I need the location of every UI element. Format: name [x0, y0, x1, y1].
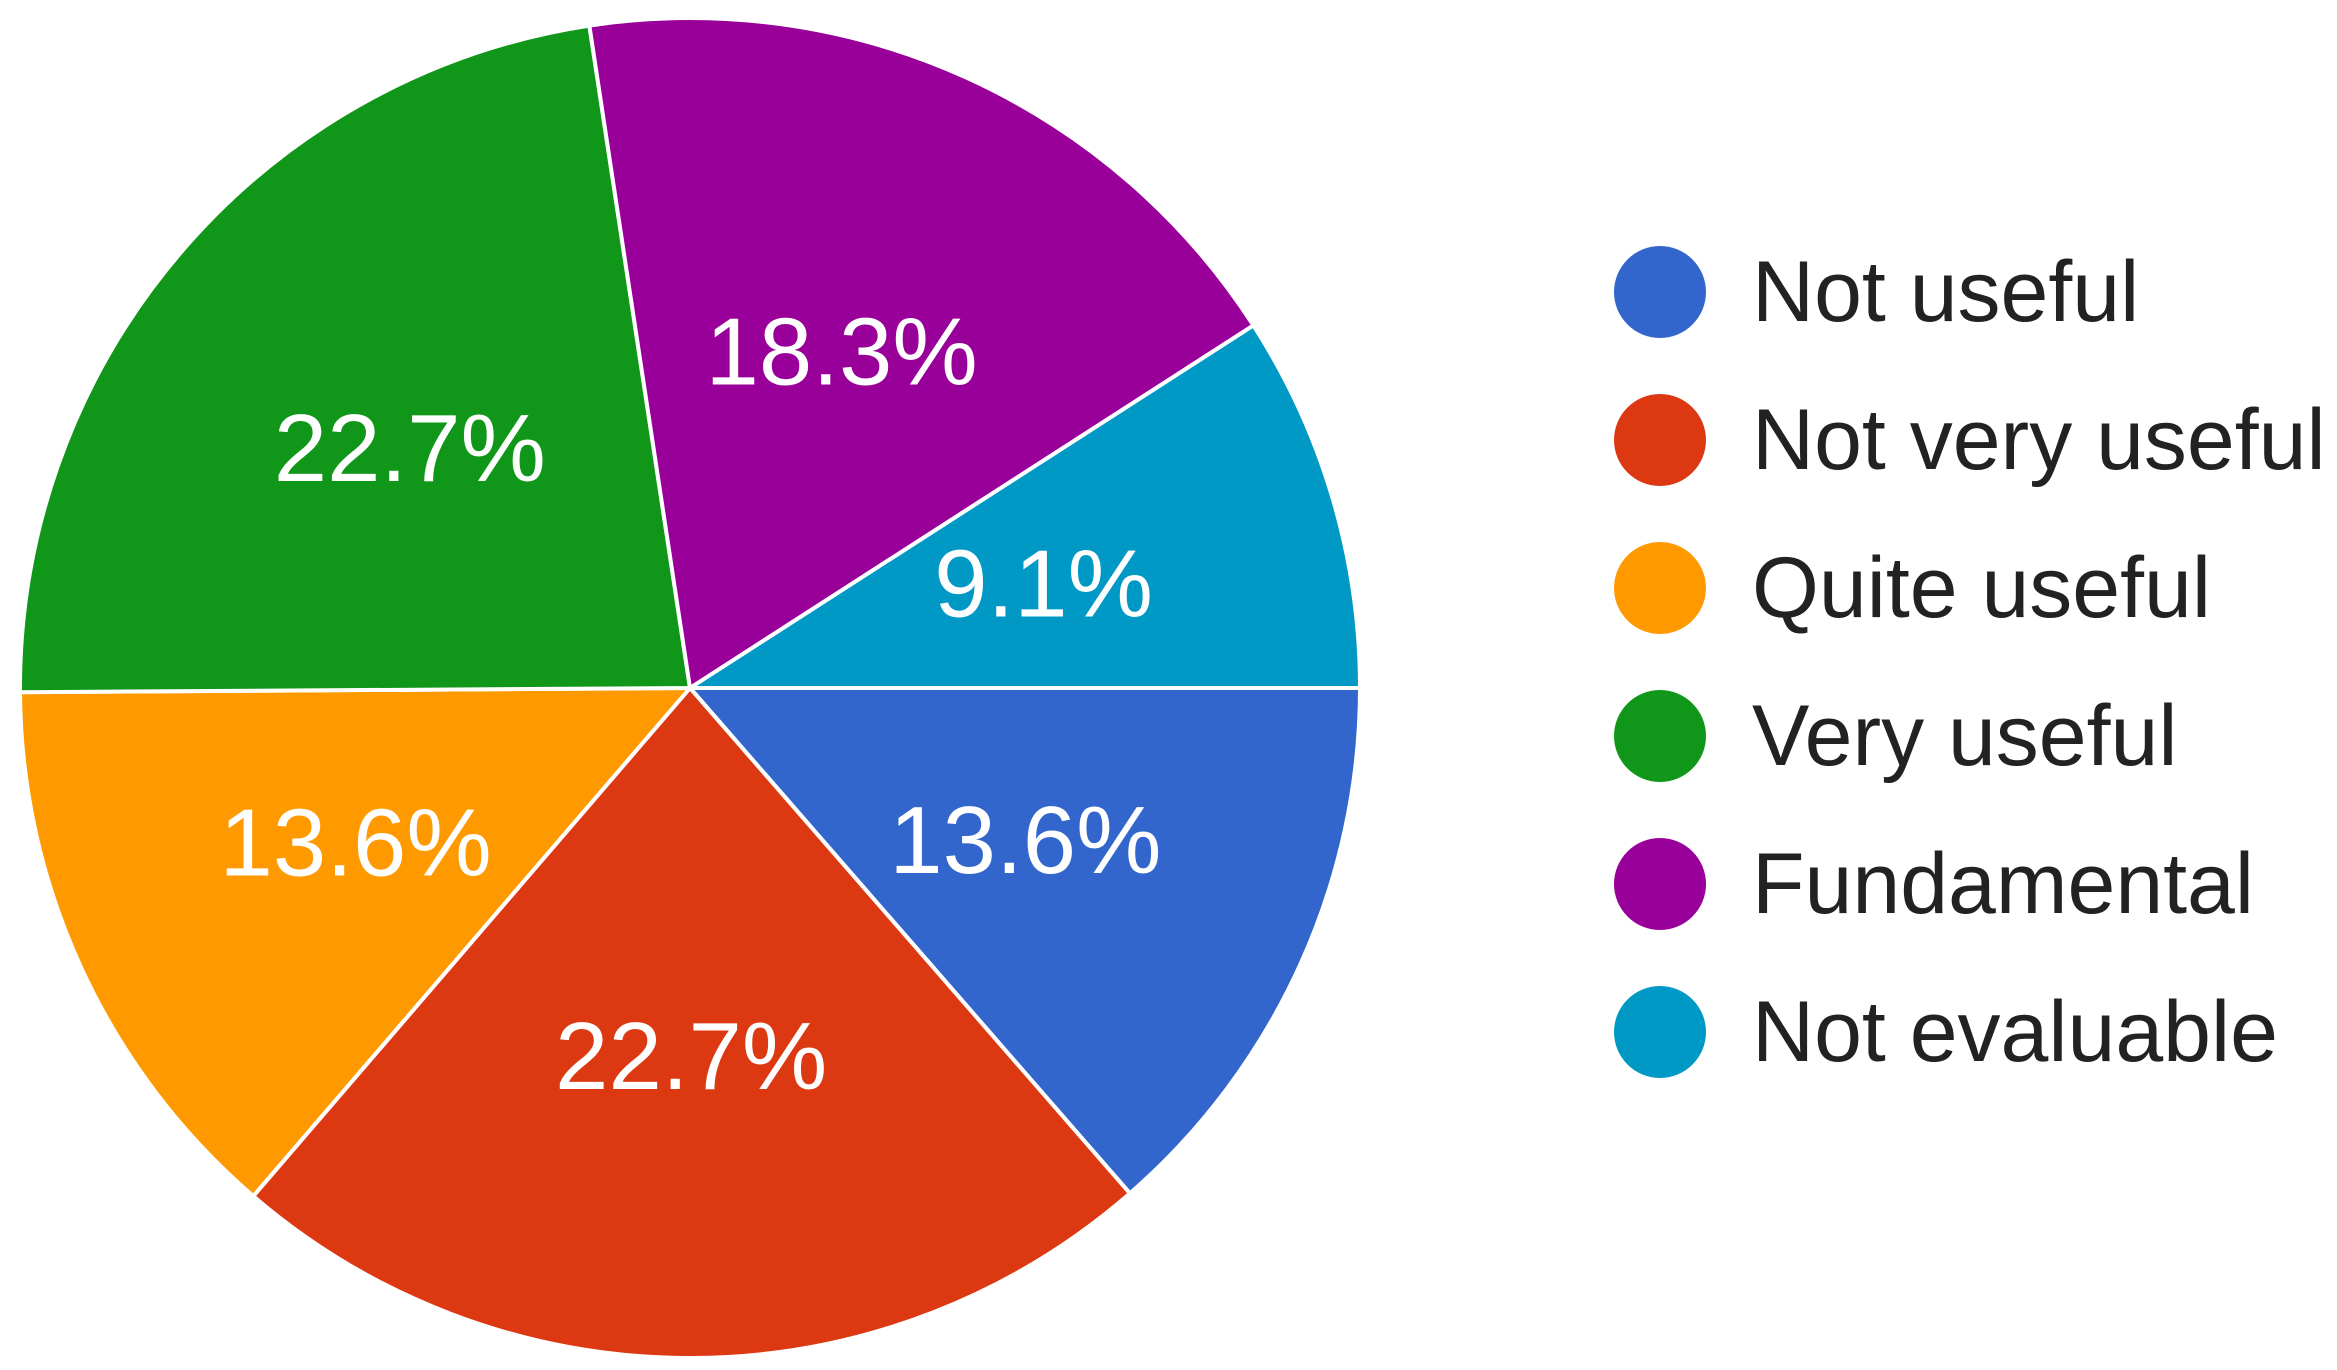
- pie-slice-not-very-useful: [250, 684, 1133, 1360]
- slice-value-label: 13.6%: [889, 787, 1161, 894]
- legend-item: Very useful: [1614, 688, 2177, 784]
- slice-value-label: 13.6%: [219, 789, 491, 896]
- pie-slices: [17, 16, 1363, 1360]
- pie-slice-not-evaluable: [683, 322, 1363, 690]
- slice-value-label: 18.3%: [706, 299, 978, 406]
- legend-label: Quite useful: [1752, 540, 2211, 636]
- slice-value-label: 22.7%: [555, 1003, 827, 1110]
- legend-label: Not useful: [1752, 244, 2139, 340]
- legend-item: Fundamental: [1614, 836, 2254, 932]
- legend-label: Not evaluable: [1752, 984, 2278, 1080]
- legend-swatch: [1614, 838, 1706, 930]
- slice-value-label: 22.7%: [274, 395, 546, 502]
- legend-swatch: [1614, 986, 1706, 1078]
- legend-swatch: [1614, 394, 1706, 486]
- pie-slice-fundamental: [587, 16, 1257, 692]
- legend-item: Not useful: [1614, 244, 2139, 340]
- pie-slice-labels: 13.6% 22.7% 13.6% 22.7% 18.3% 9.1%: [219, 299, 1161, 1110]
- legend-item: Not evaluable: [1614, 984, 2278, 1080]
- pie-slice-not-useful: [685, 686, 1363, 1197]
- legend-item: Quite useful: [1614, 540, 2211, 636]
- legend-label: Not very useful: [1752, 392, 2326, 488]
- legend-swatch: [1614, 542, 1706, 634]
- pie-slice-very-useful: [18, 23, 693, 695]
- legend: Not useful Not very useful Quite useful Ver…: [1614, 244, 2326, 1080]
- pie-slice-quite-useful: [17, 685, 695, 1199]
- legend-item: Not very useful: [1614, 392, 2326, 488]
- slice-value-label: 9.1%: [934, 531, 1153, 638]
- legend-swatch: [1614, 246, 1706, 338]
- legend-label: Fundamental: [1752, 836, 2254, 932]
- legend-swatch: [1614, 690, 1706, 782]
- legend-label: Very useful: [1752, 688, 2177, 784]
